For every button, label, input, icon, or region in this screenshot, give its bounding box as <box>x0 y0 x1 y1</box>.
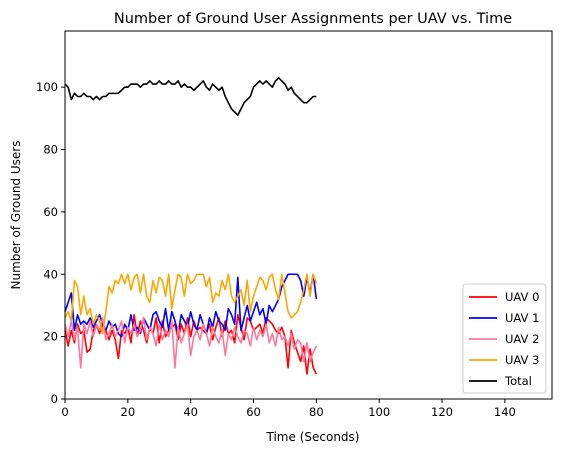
x-tick-label: 100 <box>368 405 390 419</box>
y-axis-label: Number of Ground Users <box>9 141 23 290</box>
y-tick-label: 20 <box>43 330 58 344</box>
x-axis-ticks: 0 20 40 60 80 100 120 140 <box>61 399 516 419</box>
legend-label: Total <box>504 374 532 388</box>
y-tick-label: 0 <box>51 392 58 406</box>
x-tick-label: 60 <box>246 405 261 419</box>
y-tick-label: 100 <box>36 80 58 94</box>
legend-label: UAV 1 <box>505 311 539 325</box>
chart-title: Number of Ground User Assignments per UA… <box>114 11 512 27</box>
series-line-total <box>64 76 317 116</box>
plot-lines <box>64 76 318 375</box>
legend-label: UAV 2 <box>505 332 539 346</box>
x-tick-label: 20 <box>121 405 136 419</box>
x-tick-label: 120 <box>431 405 453 419</box>
plot-frame <box>64 30 553 400</box>
y-tick-label: 80 <box>43 143 58 157</box>
series-line-uav-0 <box>64 313 318 375</box>
x-axis-label: Time (Seconds) <box>266 430 360 444</box>
x-tick-label: 40 <box>183 405 198 419</box>
series-line-uav-2 <box>64 317 318 369</box>
legend-box <box>462 283 547 394</box>
x-tick-label: 0 <box>61 405 68 419</box>
x-tick-label: 140 <box>494 405 516 419</box>
y-axis-ticks: 0 20 40 60 80 100 <box>36 80 65 406</box>
legend-label: UAV 0 <box>505 290 539 304</box>
legend: UAV 0 UAV 1 UAV 2 UAV 3 Total <box>462 283 547 394</box>
legend-label: UAV 3 <box>505 353 539 367</box>
series-line-uav-1 <box>64 273 318 338</box>
x-tick-label: 80 <box>309 405 324 419</box>
y-tick-label: 40 <box>43 267 58 281</box>
y-tick-label: 60 <box>43 205 58 219</box>
series-line-uav-3 <box>64 273 318 335</box>
